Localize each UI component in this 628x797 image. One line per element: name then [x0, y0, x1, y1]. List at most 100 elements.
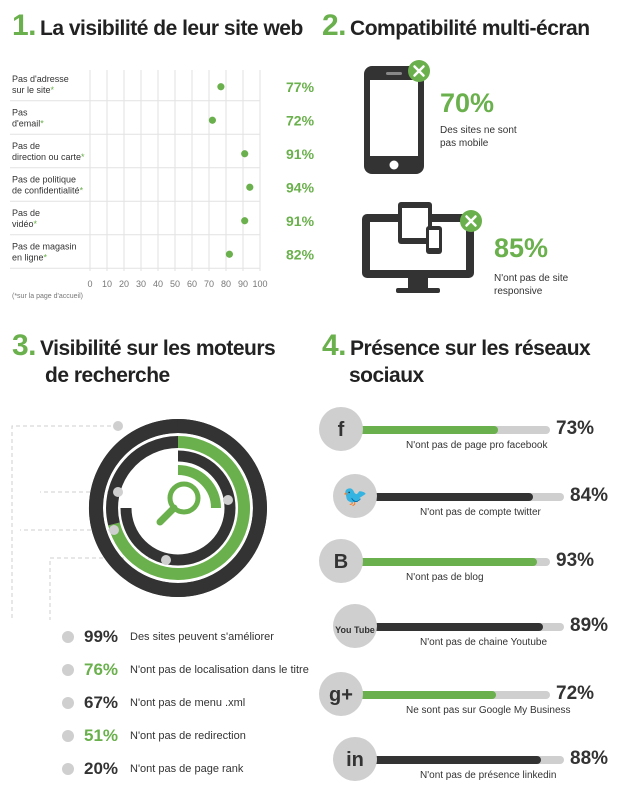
- value-label: 91%: [286, 146, 315, 162]
- social-stat-pct: 89%: [570, 615, 609, 636]
- youtube-icon: You Tube: [333, 604, 377, 648]
- google-plus-icon: g+: [319, 672, 363, 716]
- bar-fill: [358, 558, 537, 566]
- svg-text:You Tube: You Tube: [335, 625, 375, 635]
- x-tick-label: 10: [102, 279, 112, 289]
- data-point: [241, 150, 249, 158]
- bar-fill: [372, 756, 541, 764]
- value-label: 82%: [286, 246, 315, 262]
- blogger-icon: B: [319, 539, 363, 583]
- category-label: sur le site*: [12, 85, 55, 95]
- svg-text:B: B: [334, 551, 348, 573]
- social-stat-pct: 88%: [570, 748, 609, 769]
- responsive-stat-pct: 85%: [494, 233, 549, 263]
- data-point: [208, 116, 216, 124]
- seo-stat-pct: 51%: [84, 726, 119, 745]
- section2-title: 2. Compatibilité multi-écran: [322, 11, 590, 41]
- category-label: Pas de: [12, 141, 40, 151]
- seo-stat-pct: 67%: [84, 693, 119, 712]
- bullet-dot: [62, 763, 74, 775]
- mobile-stat-text2: pas mobile: [440, 138, 489, 149]
- x-tick-label: 90: [238, 279, 248, 289]
- search-rings-chart: [11, 419, 267, 620]
- social-stat-pct: 93%: [556, 550, 595, 571]
- category-label: d'email*: [12, 118, 44, 128]
- section4-number: 4.: [322, 329, 347, 362]
- data-point: [217, 83, 225, 91]
- x-tick-label: 80: [221, 279, 231, 289]
- x-tick-label: 20: [119, 279, 129, 289]
- seo-stat-pct: 99%: [84, 627, 119, 646]
- category-label: Pas de: [12, 208, 40, 218]
- seo-stat-label: N'ont pas de localisation dans le titre: [130, 664, 309, 676]
- section1-number: 1.: [12, 9, 37, 42]
- monitor-icon: [362, 202, 474, 293]
- category-label: Pas de politique: [12, 174, 76, 184]
- responsive-stat-text1: N'ont pas de site: [494, 273, 569, 284]
- linkedin-icon: in: [333, 737, 377, 781]
- social-stat-label: N'ont pas de compte twitter: [420, 507, 541, 518]
- category-label: en ligne*: [12, 252, 48, 262]
- social-stat-label: N'ont pas de présence linkedin: [420, 770, 557, 781]
- bullet-dot: [62, 730, 74, 742]
- value-label: 94%: [286, 179, 315, 195]
- section1-title: 1. La visibilité de leur site web: [12, 11, 303, 41]
- seo-stat-item: 51% N'ont pas de redirection: [62, 725, 246, 747]
- section4-title-line2: sociaux: [349, 364, 424, 387]
- data-point: [225, 250, 233, 258]
- chart-footnote: (*sur la page d'accueil): [12, 293, 83, 300]
- bar-fill: [358, 691, 497, 699]
- data-point: [241, 217, 249, 225]
- bullet-dot: [62, 664, 74, 676]
- seo-stat-item: 67% N'ont pas de menu .xml: [62, 692, 245, 714]
- seo-stat-item: 99% Des sites peuvent s'améliorer: [62, 626, 274, 648]
- social-stat-label: N'ont pas de chaine Youtube: [420, 637, 548, 648]
- category-label: de confidentialité*: [12, 185, 84, 195]
- category-label: Pas d'adresse: [12, 74, 69, 84]
- svg-text:🐦: 🐦: [343, 486, 368, 508]
- value-label: 72%: [286, 112, 315, 128]
- seo-stat-label: N'ont pas de page rank: [130, 763, 244, 775]
- x-tick-label: 40: [153, 279, 163, 289]
- seo-stat-label: N'ont pas de menu .xml: [130, 697, 246, 709]
- x-tick-label: 60: [187, 279, 197, 289]
- social-stat-label: N'ont pas de blog: [406, 572, 484, 583]
- social-stat-label: N'ont pas de page pro facebook: [406, 440, 548, 451]
- section4-title: 4. Présence sur les réseaux: [322, 331, 591, 361]
- seo-stat-pct: 20%: [84, 759, 119, 778]
- responsive-stat-text2: responsive: [494, 286, 543, 297]
- social-stat-pct: 72%: [556, 683, 595, 704]
- social-stat-pct: 84%: [570, 485, 609, 506]
- section1-title-text: La visibilité de leur site web: [40, 17, 303, 40]
- magnifier-icon: [156, 481, 201, 526]
- seo-stat-item: 20% N'ont pas de page rank: [62, 758, 243, 780]
- value-label: 77%: [286, 79, 315, 95]
- svg-text:g+: g+: [329, 684, 353, 706]
- bar-fill: [372, 493, 534, 501]
- close-icon: [408, 60, 430, 82]
- facebook-icon: f: [319, 407, 363, 451]
- category-label: direction ou carte*: [12, 152, 85, 162]
- social-stat-pct: 73%: [556, 418, 595, 439]
- section3-title: 3. Visibilité sur les moteurs: [12, 331, 276, 361]
- x-tick-label: 0: [87, 279, 92, 289]
- bar-fill: [358, 426, 499, 434]
- mobile-stat-pct: 70%: [440, 88, 495, 118]
- seo-stat-label: N'ont pas de redirection: [130, 730, 246, 742]
- bar-fill: [372, 623, 543, 631]
- seo-stat-pct: 76%: [84, 660, 119, 679]
- twitter-icon: 🐦: [333, 474, 377, 518]
- close-icon: [460, 210, 482, 232]
- svg-text:in: in: [346, 749, 364, 771]
- social-stat-label: Ne sont pas sur Google My Business: [406, 705, 571, 716]
- x-tick-label: 100: [252, 279, 267, 289]
- category-label: Pas de magasin: [12, 241, 77, 251]
- seo-stat-label: Des sites peuvent s'améliorer: [130, 631, 274, 643]
- section4-title-line1: Présence sur les réseaux: [350, 337, 591, 360]
- bullet-dot: [62, 631, 74, 643]
- x-tick-label: 30: [136, 279, 146, 289]
- mobile-stat-text1: Des sites ne sont: [440, 125, 517, 136]
- category-label: Pas: [12, 107, 28, 117]
- section3-number: 3.: [12, 329, 37, 362]
- bullet-dot: [62, 697, 74, 709]
